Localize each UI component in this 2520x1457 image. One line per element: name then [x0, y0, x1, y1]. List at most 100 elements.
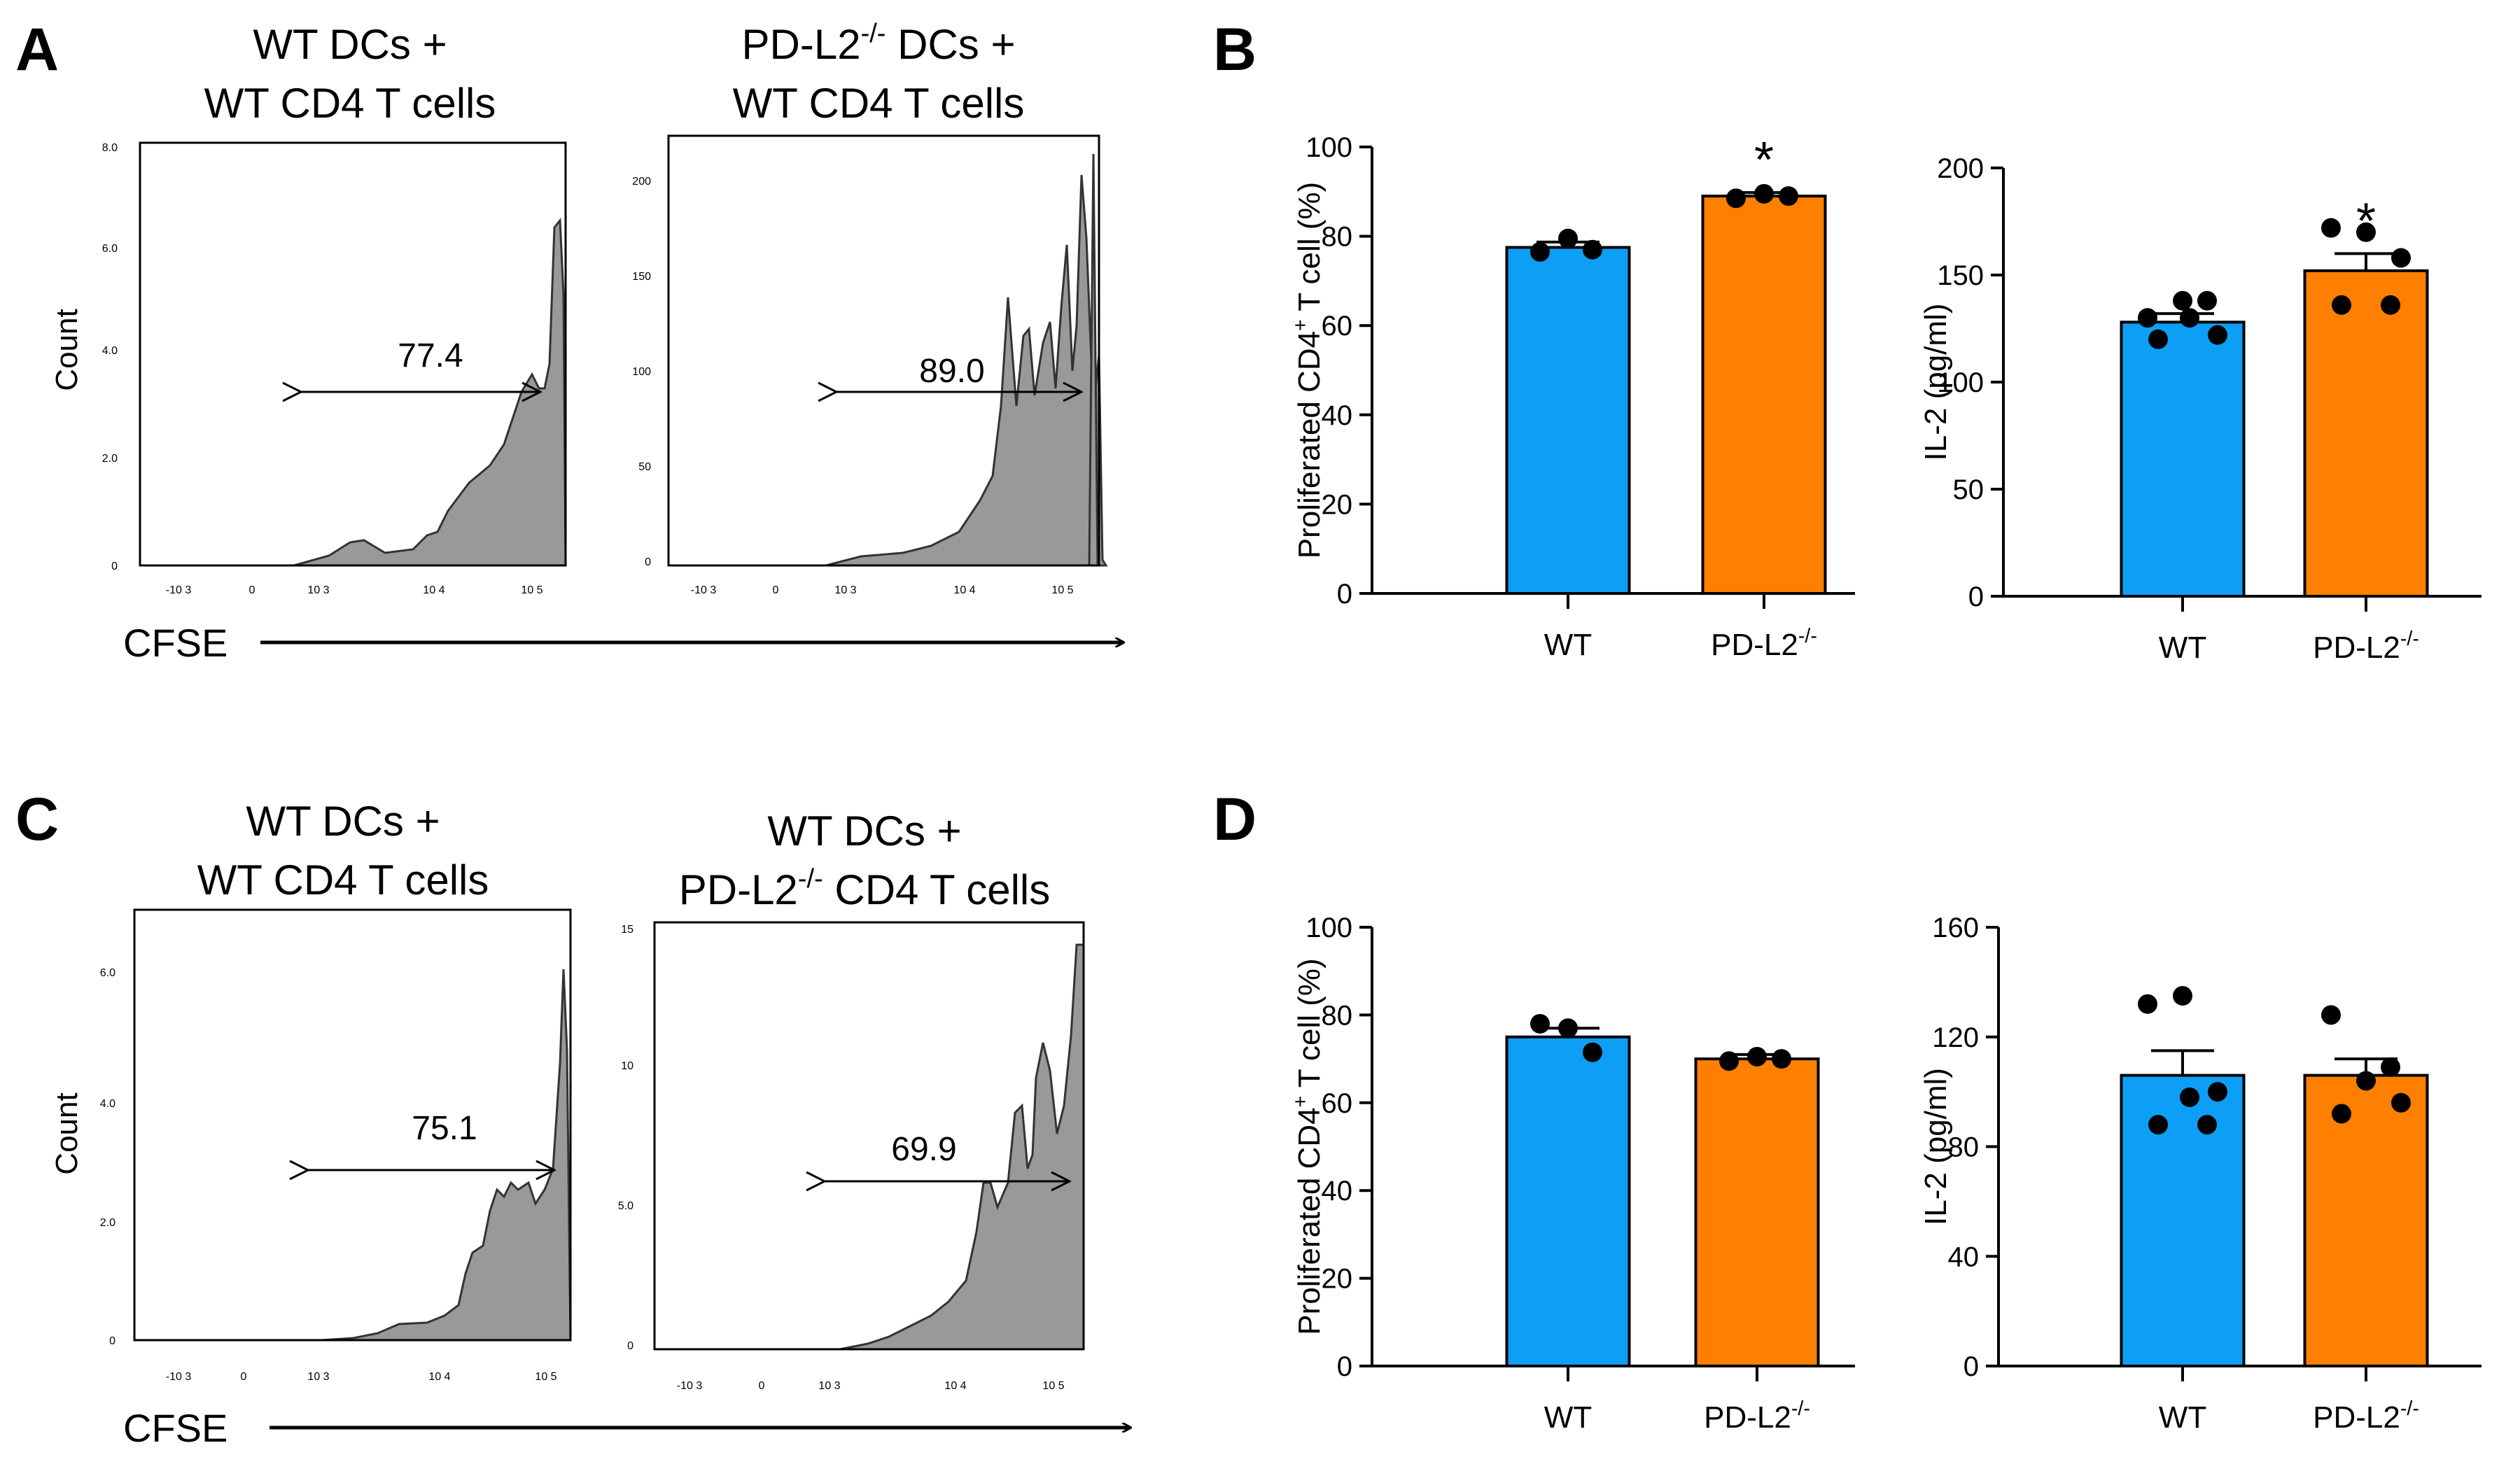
bar-chart-d-left: 0 20 40 60 80 100 Proliferated CD4+ T cell (%)…: [1289, 913, 1855, 1435]
data-point: [2173, 985, 2192, 1006]
data-point: [2321, 218, 2341, 238]
flow-xtick-c2-0: -10 3: [677, 1380, 703, 1392]
y-tick-label: 40: [1322, 1176, 1353, 1206]
flow-ytick-a2-2: 100: [632, 366, 651, 378]
flow-xtick-a1-4: 10 5: [521, 584, 542, 596]
flow-title-a2-line2: WT CD4 T cells: [733, 80, 1025, 127]
flow-ytick-c2-0: 0: [627, 1340, 634, 1352]
y-axis-label: Proliferated CD4+ T cell (%): [1289, 182, 1326, 558]
category-label: PD-L2-/-: [2313, 1398, 2419, 1435]
y-tick-label: 0: [1968, 582, 1984, 612]
y-tick-label: 60: [1322, 1088, 1353, 1119]
flow-ytick-a1-2: 4.0: [102, 345, 118, 357]
y-tick-label: 20: [1322, 489, 1353, 520]
data-point: [1719, 1051, 1739, 1071]
flow-title-a1-line2: WT CD4 T cells: [204, 80, 496, 127]
data-point: [2321, 1005, 2341, 1025]
bar-pd-l2-ko: [1694, 1057, 1820, 1367]
data-point: [2381, 1057, 2400, 1077]
flow-xtick-c1-2: 10 3: [307, 1371, 329, 1383]
flow-ytick-c2-1: 5.0: [618, 1200, 634, 1212]
flow-plot-c1: WT DCs + WT CD4 T cells Count 0 2.0 4.0 …: [50, 798, 572, 1383]
data-point: [2138, 994, 2157, 1014]
data-point: [2148, 1115, 2168, 1135]
data-point: [2356, 1071, 2376, 1091]
data-point: [2148, 329, 2168, 349]
data-point: [1558, 228, 1578, 248]
histogram-c2: [654, 943, 1085, 1351]
flow-xtick-a1-2: 10 3: [307, 584, 329, 596]
y-tick-label: 0: [1337, 1351, 1352, 1382]
data-point: [1530, 241, 1550, 262]
flow-xtick-c1-4: 10 5: [535, 1371, 556, 1383]
flow-title-c2-line2: PD-L2-/- CD4 T cells: [679, 864, 1051, 913]
bar-chart-d-right: 0 40 80 120 160 IL-2 (pg/ml) WT PD-L2-/-: [1919, 913, 2482, 1435]
flow-title-a1-line1: WT DCs +: [253, 21, 447, 68]
flow-ytick-a2-4: 200: [632, 176, 651, 188]
y-axis-label: IL-2 (pg/ml): [1919, 1068, 1953, 1225]
data-point: [1583, 239, 1602, 260]
category-label: PD-L2-/-: [1704, 1398, 1810, 1435]
flow-ylabel-a1: Count: [50, 309, 84, 390]
flow-xtick-c1-0: -10 3: [166, 1371, 192, 1383]
flow-ytick-c1-2: 4.0: [100, 1098, 115, 1110]
data-point: [1726, 188, 1746, 209]
y-tick-label: 50: [1953, 474, 1984, 505]
flow-title-c1-line2: WT CD4 T cells: [197, 857, 489, 903]
flow-xtick-c1-1: 0: [241, 1371, 247, 1383]
y-tick-label: 80: [1948, 1132, 1980, 1163]
category-label: WT: [2159, 631, 2206, 665]
cfse-label-a: CFSE: [123, 621, 227, 665]
category-label: PD-L2-/-: [1711, 625, 1817, 662]
flow-xtick-c2-1: 0: [759, 1380, 765, 1392]
category-label: PD-L2-/-: [2313, 628, 2419, 665]
bar-wt: [1505, 1035, 1631, 1367]
data-point: [1583, 1042, 1602, 1062]
flow-ytick-a2-3: 150: [632, 271, 651, 283]
data-point: [2173, 290, 2192, 311]
bar-wt: [2120, 1074, 2246, 1368]
flow-xtick-a2-2: 10 3: [834, 584, 856, 596]
bar-pd-l2-ko: [2303, 269, 2429, 598]
data-point: [1530, 1013, 1550, 1034]
y-tick-label: 40: [1948, 1241, 1980, 1272]
category-label: WT: [1544, 1400, 1592, 1435]
flow-ylabel-c1: Count: [50, 1092, 84, 1174]
data-point: [2208, 1082, 2227, 1102]
bar-chart-b-right: 0 50 100 150 200 IL-2 (pg/ml) WT PD-L2-/- *: [1919, 153, 2482, 665]
flow-ytick-c1-0: 0: [109, 1335, 115, 1347]
data-point: [1747, 1046, 1767, 1067]
bar-wt: [1505, 246, 1631, 595]
y-axis-label: Proliferated CD4+ T cell (%): [1289, 958, 1326, 1335]
y-tick-label: 100: [1306, 913, 1352, 943]
flow-plot-c2: WT DCs + PD-L2-/- CD4 T cells 0 5.0 10 1…: [618, 808, 1085, 1392]
flow-plot-a1: WT DCs + WT CD4 T cells Count 0 2.0 4.0 …: [50, 21, 567, 596]
data-point: [2332, 295, 2351, 315]
flow-xtick-c2-4: 10 5: [1042, 1380, 1064, 1392]
bar-pd-l2-ko: [1701, 195, 1827, 595]
flow-ytick-c1-3: 6.0: [100, 967, 115, 979]
data-point: [1558, 1018, 1578, 1039]
y-tick-label: 120: [1932, 1022, 1979, 1053]
y-tick-label: 80: [1322, 1000, 1353, 1031]
category-label: WT: [1544, 628, 1592, 662]
bar-pd-l2-ko: [2303, 1074, 2429, 1368]
data-point: [2332, 1104, 2351, 1124]
panel-letter-a: A: [15, 16, 59, 83]
histogram-a2: [668, 174, 1108, 567]
flow-xtick-a2-1: 0: [773, 584, 779, 596]
flow-xtick-a1-3: 10 4: [423, 584, 444, 596]
panel-c: C WT DCs + WT CD4 T cells Count 0 2.0 4.…: [15, 786, 1130, 1450]
panel-a: A WT DCs + WT CD4 T cells Count 0 2.0 4.…: [15, 16, 1124, 665]
flow-ytick-a1-0: 0: [111, 561, 118, 572]
histogram-c1: [134, 969, 572, 1342]
data-point: [2180, 1087, 2199, 1107]
data-point: [1754, 183, 1774, 204]
y-tick-label: 0: [1963, 1351, 1979, 1382]
flow-xtick-c1-3: 10 4: [428, 1371, 450, 1383]
flow-ytick-c2-3: 15: [621, 924, 634, 936]
category-label: WT: [2159, 1400, 2206, 1435]
flow-xtick-c2-3: 10 4: [944, 1380, 966, 1392]
flow-title-a2-line1: PD-L2-/- DCs +: [742, 19, 1016, 68]
